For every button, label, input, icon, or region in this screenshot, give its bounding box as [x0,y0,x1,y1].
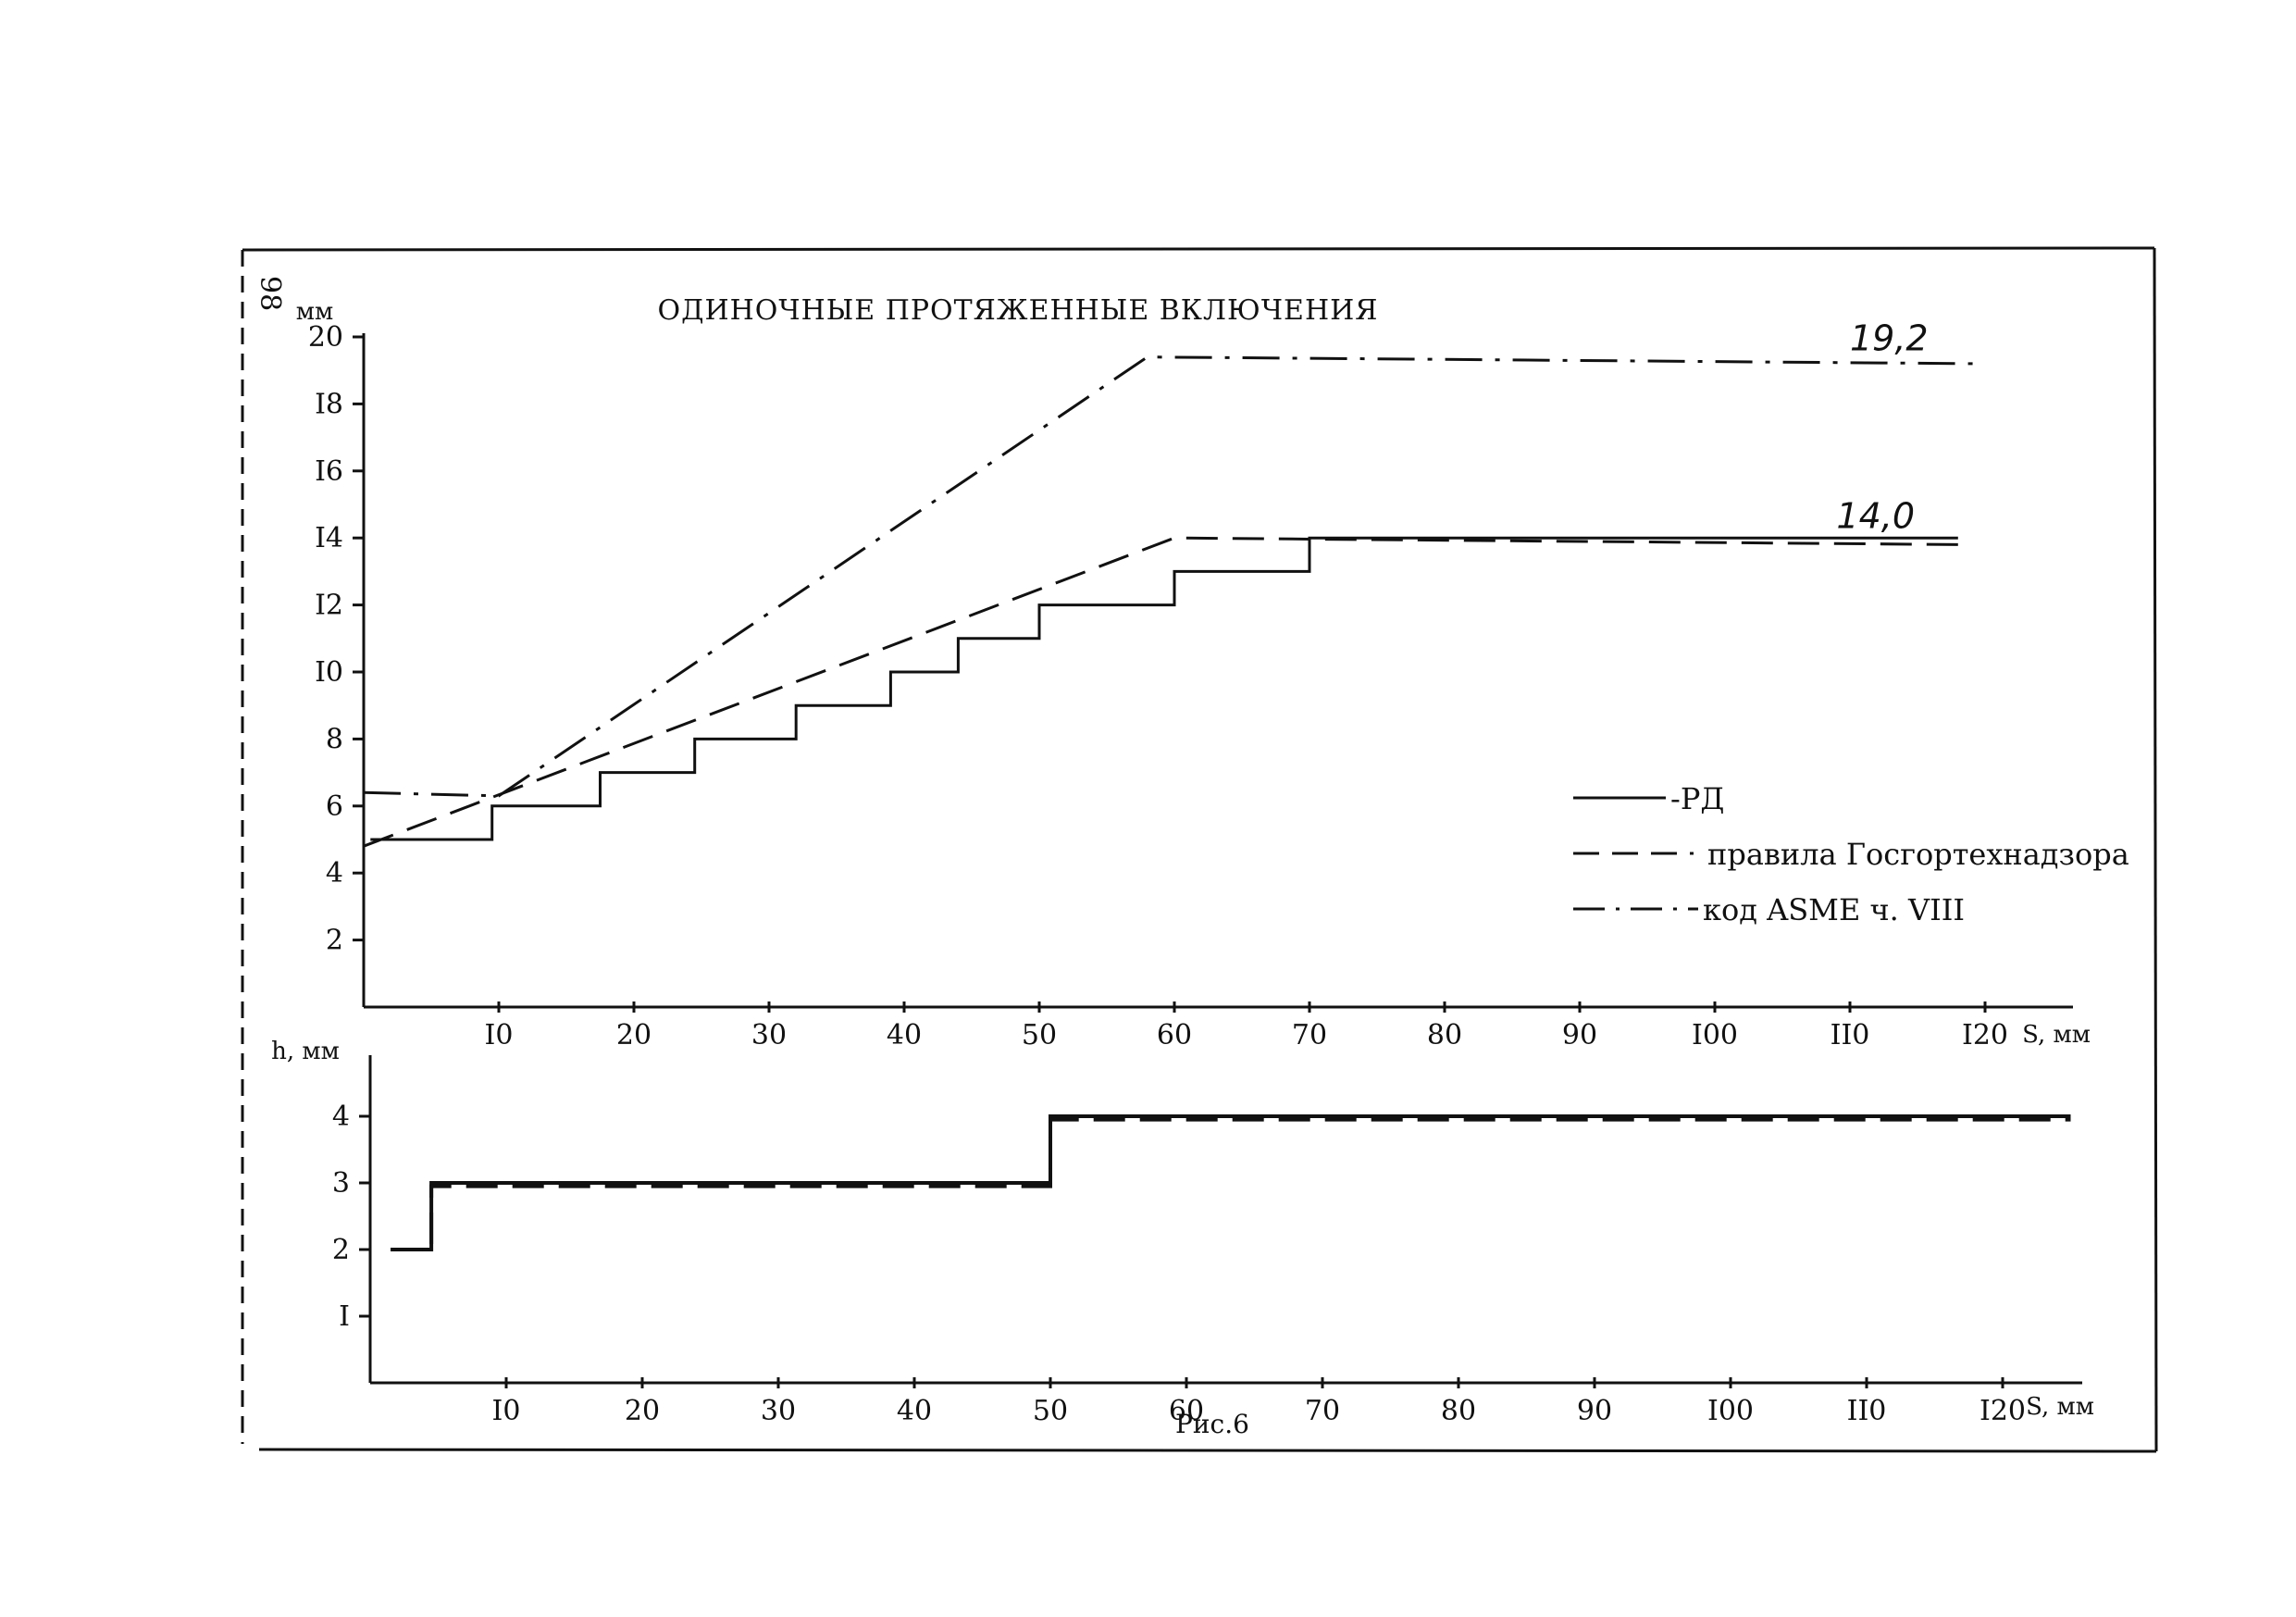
x-tick-label-0-10: I0 [485,1019,514,1051]
x-tick-label-1-90: 90 [1577,1395,1612,1427]
x-axis-label-top: S, мм [2022,1021,2091,1049]
x-tick-label-1-110: II0 [1847,1395,1887,1427]
y-tick-label-0-20: 20 [308,321,343,354]
series-line-0-2 [363,355,1986,798]
series-line-0-1 [363,536,1958,848]
legend-label-rd: -РД [1670,781,1724,816]
y-ticks-bottom: I 2 3 4 [332,1101,370,1333]
axes-top [362,333,2073,1009]
series-bottom [391,1114,2071,1251]
y-tick-label-0-8: 8 [326,723,343,755]
y-tick-label-0-6: 6 [326,790,343,823]
x-tick-label-1-30: 30 [761,1395,796,1427]
x-tick-label-0-70: 70 [1292,1019,1327,1051]
x-tick-label-1-50: 50 [1033,1395,1068,1427]
y-tick-label-0-4: 4 [326,857,343,889]
x-ticks-top: I0 20 30 40 50 60 70 80 90 I00 II0 I20 [485,1001,2008,1051]
annotation-19-2: 19,2 [1850,317,1929,358]
x-tick-label-0-30: 30 [751,1019,787,1051]
x-tick-label-1-10: I0 [492,1395,521,1427]
y-tick-label-1-1: I [339,1300,350,1333]
y-tick-label-0-12: I2 [315,590,343,622]
x-tick-label-0-50: 50 [1022,1019,1057,1051]
series-top [363,355,1986,848]
y-tick-label-0-2: 2 [326,925,343,957]
page-number: 98 [254,276,286,311]
y-ticks-top: 2 4 6 8 I0 I2 I4 I6 I8 20 [308,321,364,957]
legend-label-gosgortekhnadzor: правила Госгортехнадзора [1707,837,2129,872]
y-tick-label-0-14: I4 [315,522,343,554]
x-tick-label-1-100: I00 [1707,1395,1754,1427]
y-tick-label-0-18: I8 [315,388,343,420]
y-tick-label-1-3: 3 [332,1167,350,1200]
x-tick-label-0-80: 80 [1427,1019,1462,1051]
axes-bottom [368,1055,2082,1385]
x-tick-label-1-40: 40 [897,1395,932,1427]
x-tick-label-1-120: I20 [1980,1395,2026,1427]
chart-bottom: h, мм S, мм I0 20 30 40 50 60 70 80 90 I00 II0 I20 … [271,1038,2094,1427]
x-tick-label-0-110: II0 [1831,1019,1870,1051]
x-axis-label-bottom: S, мм [2026,1393,2094,1421]
chart-top: ОДИНОЧНЫЕ ПРОТЯЖЕННЫЕ ВКЛЮЧЕНИЯ мм S, мм… [296,294,2129,1051]
x-tick-label-0-90: 90 [1562,1019,1597,1051]
x-tick-label-0-20: 20 [616,1019,652,1051]
y-tick-label-1-4: 4 [332,1101,350,1133]
series-line-1-0 [391,1114,2071,1251]
chart-title: ОДИНОЧНЫЕ ПРОТЯЖЕННЫЕ ВКЛЮЧЕНИЯ [657,294,1378,327]
x-tick-label-0-40: 40 [887,1019,922,1051]
y-tick-label-0-16: I6 [315,455,343,488]
legend-label-asme: код ASME ч. VIII [1703,892,1965,927]
figure-caption: Рис.6 [1175,1409,1249,1439]
y-axis-label-bottom: h, мм [271,1038,340,1065]
y-axis-label-top: мм [296,298,333,326]
x-tick-label-1-60: 60 [1169,1395,1204,1427]
y-tick-label-1-2: 2 [332,1234,350,1266]
page-frame [241,246,2158,1453]
x-tick-label-0-100: I00 [1692,1019,1738,1051]
x-tick-label-1-20: 20 [625,1395,660,1427]
x-tick-label-1-70: 70 [1305,1395,1340,1427]
x-tick-label-0-120: I20 [1962,1019,2008,1051]
x-tick-label-0-60: 60 [1157,1019,1192,1051]
y-tick-label-0-10: I0 [315,656,343,689]
annotation-14-0: 14,0 [1836,495,1915,536]
x-ticks-bottom: I0 20 30 40 50 60 70 80 90 I00 II0 I20 [492,1377,2026,1427]
x-tick-label-1-80: 80 [1441,1395,1476,1427]
legend: -РД правила Госгортехнадзора код ASME ч.… [1573,781,2129,927]
series-line-0-0 [370,536,1958,841]
